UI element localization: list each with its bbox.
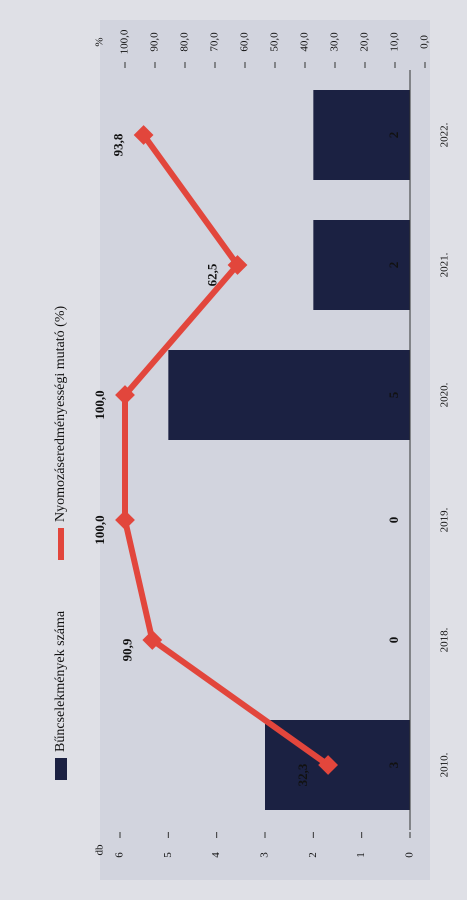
y-tick-label: 2 <box>307 852 319 858</box>
y2-tick-label: 90,0 <box>149 32 161 52</box>
y2-tick-label: 60,0 <box>239 32 251 52</box>
x-tick-label: 2020. <box>439 382 451 407</box>
y2-tick-label: 10,0 <box>389 32 401 52</box>
legend-swatch <box>55 758 67 780</box>
y2-tick-label: 0,0 <box>419 35 431 49</box>
y-axis-label: db <box>94 844 106 856</box>
y-tick-label: 5 <box>162 852 174 858</box>
y-tick-label: 6 <box>114 852 126 858</box>
y2-axis-label: % <box>94 37 106 46</box>
bar <box>313 220 411 310</box>
x-tick-label: 2021. <box>439 252 451 277</box>
y2-tick-label: 30,0 <box>329 32 341 52</box>
x-tick-label: 2018. <box>439 627 451 652</box>
bar-value-label: 2 <box>386 132 401 139</box>
bar-value-label: 0 <box>386 637 401 644</box>
x-tick-label: 2019. <box>439 507 451 532</box>
y2-tick-label: 40,0 <box>299 32 311 52</box>
bar-value-label: 3 <box>386 761 401 768</box>
line-value-label: 32,3 <box>295 763 310 786</box>
line-marker <box>227 255 248 275</box>
x-tick-label: 2010. <box>439 752 451 777</box>
y-tick-label: 1 <box>355 852 367 858</box>
y2-tick-label: 80,0 <box>179 32 191 52</box>
y-tick-label: 4 <box>210 852 222 858</box>
bar <box>168 350 410 440</box>
line-value-label: 93,8 <box>111 133 126 156</box>
legend-label: Bűncselekmények száma <box>53 610 68 752</box>
bar <box>313 90 411 180</box>
y2-tick-label: 20,0 <box>359 32 371 52</box>
y-tick-label: 3 <box>259 852 271 858</box>
line-marker <box>115 385 135 405</box>
x-tick-label: 2022. <box>439 122 451 147</box>
line-value-label: 100,0 <box>92 390 107 419</box>
line-value-label: 100,0 <box>92 515 107 544</box>
y2-tick-label: 100,0 <box>119 29 131 54</box>
legend-label: Nyomozáseredményességi mutató (%) <box>53 306 68 522</box>
line-value-label: 90,9 <box>119 638 134 661</box>
line-value-label: 62,5 <box>204 263 219 286</box>
line <box>122 133 330 768</box>
bar-value-label: 5 <box>386 391 401 398</box>
bar-value-label: 2 <box>386 262 401 269</box>
y-tick-label: 0 <box>404 852 416 858</box>
rotated-plot: db % 01234560,010,020,030,040,050,060,07… <box>53 29 450 858</box>
bar-value-label: 0 <box>386 517 401 524</box>
y2-tick-label: 50,0 <box>269 32 281 52</box>
y2-tick-label: 70,0 <box>209 32 221 52</box>
